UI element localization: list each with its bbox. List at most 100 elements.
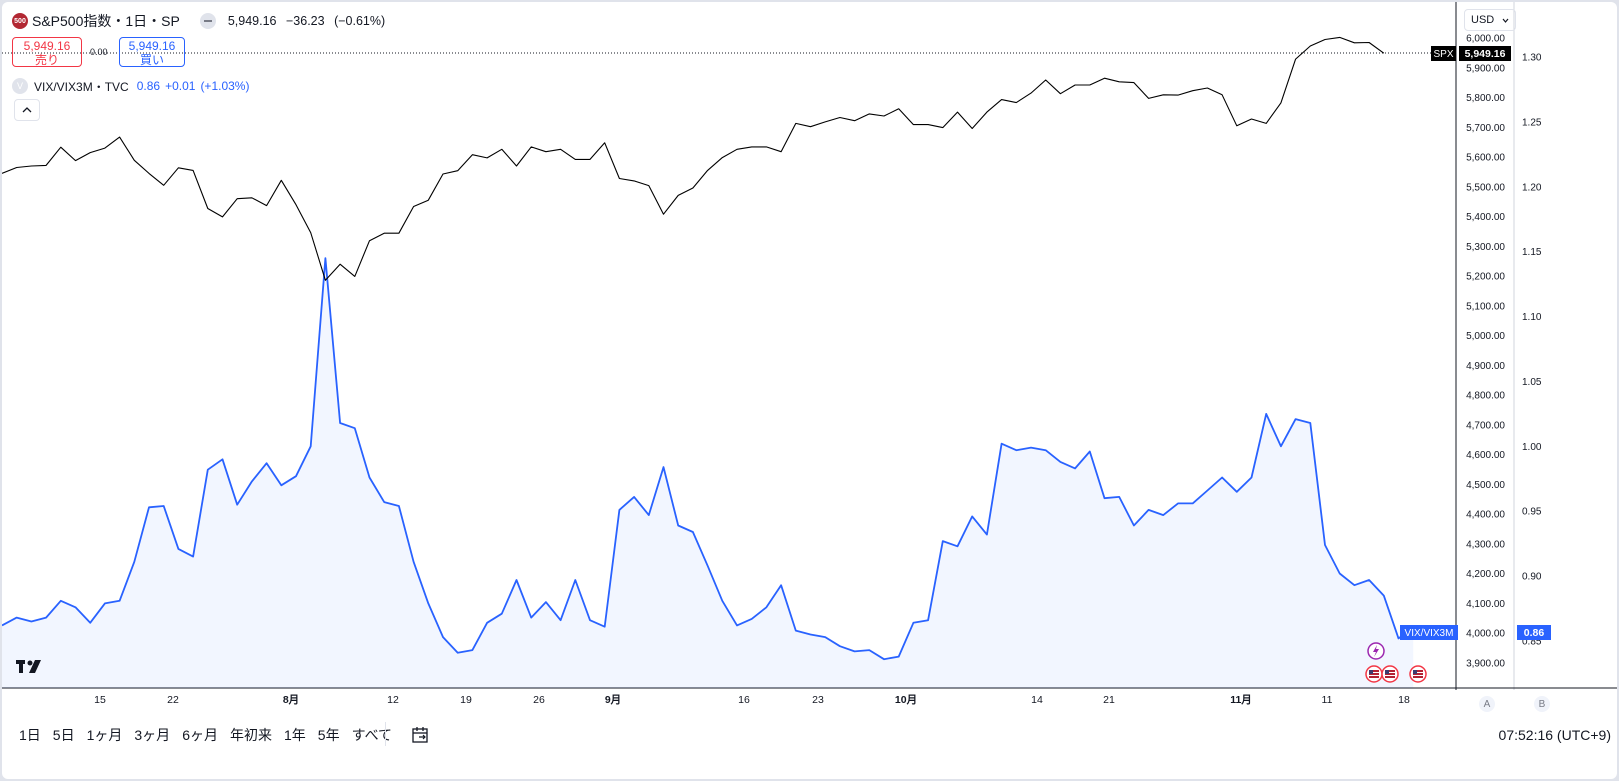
auto-scale-button[interactable]: A (1479, 696, 1495, 712)
collapse-legend-button[interactable] (14, 99, 40, 121)
sell-button[interactable]: 5,949.16 売り (12, 37, 82, 67)
left-axis-tick-label: 5,900.00 (1466, 63, 1505, 74)
hide-legend-icon[interactable] (200, 13, 216, 29)
right-axis-tick-label: 1.20 (1522, 182, 1542, 193)
time-axis-tick-label: 9月 (605, 694, 621, 706)
vix-series-layer (2, 258, 1413, 688)
last-price: 5,949.16 (228, 14, 277, 28)
time-axis-tick-label: 22 (167, 694, 179, 706)
vix-badge-value: 0.86 (1524, 627, 1545, 639)
chevron-down-icon (1502, 18, 1509, 23)
timeframe-1m[interactable]: 1ヶ月 (86, 725, 124, 745)
left-axis-tick-label: 5,700.00 (1466, 123, 1505, 134)
left-axis-tick-label: 4,600.00 (1466, 450, 1505, 461)
calendar-icon (410, 725, 430, 745)
overlay-value: 0.86 (137, 79, 160, 93)
left-axis-tick-label: 4,700.00 (1466, 420, 1505, 431)
left-axis-tick-label: 4,200.00 (1466, 569, 1505, 580)
time-axis-tick-label: 21 (1103, 694, 1115, 706)
spread-value: 0.00 (90, 47, 108, 57)
time-axis-tick-label: 14 (1031, 694, 1043, 706)
right-price-axis[interactable]: 1.301.251.201.151.101.051.000.950.900.85 (1522, 53, 1542, 648)
timeframe-1y[interactable]: 1年 (283, 725, 307, 745)
spx-series-layer (2, 37, 1384, 280)
right-axis-tick-label: 1.05 (1522, 377, 1542, 388)
timeframe-5d[interactable]: 5日 (52, 725, 76, 745)
time-axis-tick-label: 16 (738, 694, 750, 706)
lightning-icon[interactable] (1368, 643, 1384, 659)
left-axis-tick-label: 4,000.00 (1466, 629, 1505, 640)
left-axis-tick-label: 5,600.00 (1466, 153, 1505, 164)
time-axis-tick-label: 11月 (1230, 694, 1252, 706)
currency-select[interactable]: USD (1464, 9, 1516, 31)
overlay-symbol-legend: V VIX/VIX3M・TVC 0.86 +0.01 (+1.03%) (12, 77, 254, 95)
right-axis-tick-label: 1.10 (1522, 312, 1542, 323)
left-axis-tick-label: 5,000.00 (1466, 331, 1505, 342)
spx-badge-tag: SPX (1433, 49, 1453, 60)
left-axis-tick-label: 5,300.00 (1466, 242, 1505, 253)
buy-label: 買い (120, 53, 184, 67)
left-axis-tick-label: 4,800.00 (1466, 391, 1505, 402)
spx-line[interactable] (2, 37, 1384, 280)
chevron-up-icon (22, 107, 32, 113)
us-flag-event-icon[interactable] (1366, 666, 1382, 682)
symbol-title[interactable]: S&P500指数・1日・SP (32, 11, 180, 31)
bottom-toolbar: 1日 5日 1ヶ月 3ヶ月 6ヶ月 年初来 1年 5年 すべて 07:52:16… (2, 717, 1617, 753)
timeframe-3m[interactable]: 3ヶ月 (133, 725, 171, 745)
left-axis-tick-label: 5,400.00 (1466, 212, 1505, 223)
overlay-change-percent: (+1.03%) (200, 79, 249, 93)
go-to-date-button[interactable] (409, 724, 431, 746)
left-axis-tick-label: 5,500.00 (1466, 182, 1505, 193)
timeframe-5y[interactable]: 5年 (317, 725, 341, 745)
time-axis-tick-label: 8月 (283, 694, 299, 706)
timeframe-1d[interactable]: 1日 (18, 725, 42, 745)
clock-timezone[interactable]: 07:52:16 (UTC+9) (1499, 727, 1611, 743)
right-axis-tick-label: 1.25 (1522, 117, 1542, 128)
vix-area (2, 258, 1413, 688)
toolbar-separator (385, 722, 386, 746)
buy-button[interactable]: 5,949.16 買い (119, 37, 185, 67)
us-flag-event-icon[interactable] (1410, 666, 1426, 682)
right-axis-tick-label: 0.95 (1522, 507, 1542, 518)
right-axis-tick-label: 1.15 (1522, 247, 1542, 258)
chart-canvas[interactable]: 6,000.005,900.005,800.005,700.005,600.00… (2, 2, 1617, 717)
main-symbol-legend: 500 S&P500指数・1日・SP 5,949.16 −36.23 (−0.6… (12, 10, 391, 32)
left-axis-tick-label: 4,300.00 (1466, 540, 1505, 551)
left-axis-tick-label: 4,400.00 (1466, 510, 1505, 521)
left-axis-tick-label: 5,100.00 (1466, 301, 1505, 312)
left-axis-tick-label: 4,100.00 (1466, 599, 1505, 610)
time-axis-tick-label: 18 (1398, 694, 1410, 706)
time-axis-tick-label: 15 (94, 694, 106, 706)
overlay-change: +0.01 (165, 79, 195, 93)
left-axis-tick-label: 4,900.00 (1466, 361, 1505, 372)
time-axis-tick-label: 12 (387, 694, 399, 706)
price-change-percent: (−0.61%) (334, 14, 385, 28)
quote-values: 5,949.16 −36.23 (−0.61%) (228, 14, 391, 28)
timeframe-ytd[interactable]: 年初来 (229, 725, 273, 745)
time-axis[interactable]: 15 22 8月 12 19 26 9月 16 23 10月 14 21 11月 11 18 (94, 694, 1410, 706)
spx-badge-value: 5,949.16 (1465, 48, 1506, 60)
scale-b-button[interactable]: B (1534, 696, 1550, 712)
us-flag-event-icon[interactable] (1382, 666, 1398, 682)
sell-price: 5,949.16 (13, 39, 81, 53)
right-axis-tick-label: 0.90 (1522, 572, 1542, 583)
time-axis-tick-label: 10月 (895, 694, 917, 706)
time-axis-tick-label: 26 (533, 694, 545, 706)
left-axis-tick-label: 3,900.00 (1466, 659, 1505, 670)
currency-label: USD (1471, 14, 1494, 26)
spx-price-badge: SPX 5,949.16 (1431, 46, 1511, 61)
sp500-symbol-icon[interactable]: 500 (12, 13, 28, 29)
right-axis-tick-label: 1.00 (1522, 442, 1542, 453)
timeframe-6m[interactable]: 6ヶ月 (181, 725, 219, 745)
vix-symbol-icon[interactable]: V (12, 78, 28, 94)
price-change: −36.23 (286, 14, 325, 28)
time-axis-tick-label: 19 (460, 694, 472, 706)
overlay-name[interactable]: VIX/VIX3M・TVC (34, 78, 129, 95)
left-price-axis[interactable]: 6,000.005,900.005,800.005,700.005,600.00… (1466, 34, 1505, 670)
right-axis-tick-label: 1.30 (1522, 53, 1542, 64)
left-axis-tick-label: 5,200.00 (1466, 272, 1505, 283)
time-axis-tick-label: 11 (1322, 694, 1333, 706)
timeframe-all[interactable]: すべて (351, 725, 393, 745)
time-axis-tick-label: 23 (812, 694, 824, 706)
